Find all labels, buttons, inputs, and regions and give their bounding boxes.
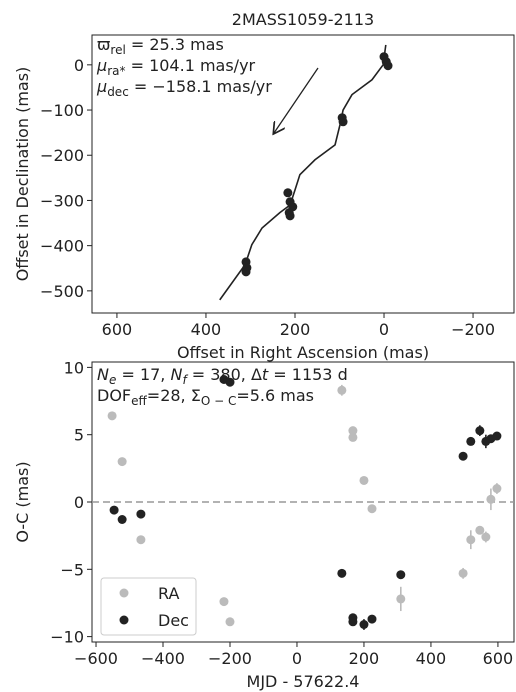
y-tick-label: −10 xyxy=(50,628,84,647)
x-tick-label: 600 xyxy=(102,320,133,339)
x-tick-label: 200 xyxy=(280,320,311,339)
y-tick-label: −200 xyxy=(40,146,84,165)
y-tick-label: −5 xyxy=(60,560,84,579)
y-tick-label: −100 xyxy=(40,101,84,120)
y-tick-label: 10 xyxy=(64,358,84,377)
data-point xyxy=(136,509,146,519)
annotation-part: t xyxy=(262,365,269,384)
data-point xyxy=(107,411,117,421)
parallax-curve xyxy=(219,44,387,301)
y-tick-label: −500 xyxy=(40,282,84,301)
data-point xyxy=(337,385,347,395)
data-point xyxy=(348,426,358,436)
data-point xyxy=(367,614,377,624)
annotation-part: f xyxy=(182,373,188,387)
data-point xyxy=(466,436,476,446)
plot-frame xyxy=(91,34,515,314)
x-tick-label: 200 xyxy=(349,649,380,668)
y-tick-label: −400 xyxy=(40,237,84,256)
x-tick-label: 0 xyxy=(379,320,389,339)
annotation-part: e xyxy=(109,373,116,387)
chart-title: 2MASS1059-2113 xyxy=(232,10,374,29)
annotation: μra* = 104.1 mas/yr xyxy=(96,56,256,78)
data-point xyxy=(492,484,502,494)
annotation-part: = 380, Δ xyxy=(187,365,262,384)
data-point xyxy=(367,504,377,514)
y-tick-label: 0 xyxy=(74,56,84,75)
data-point xyxy=(458,451,468,461)
annotation-part: = 1153 d xyxy=(268,365,348,384)
data-point xyxy=(283,188,293,198)
annotation-part: =5.6 mas xyxy=(236,386,314,405)
data-point xyxy=(348,617,358,627)
data-point xyxy=(475,525,485,535)
x-axis-label: MJD - 57622.4 xyxy=(247,672,360,691)
y-tick-label: 5 xyxy=(74,426,84,445)
data-point xyxy=(486,494,496,504)
data-point xyxy=(337,568,347,578)
data-point xyxy=(481,532,491,542)
annotation-part: DOF xyxy=(97,386,131,405)
data-point xyxy=(225,617,235,627)
x-tick-label: 400 xyxy=(416,649,447,668)
x-tick-label: −600 xyxy=(74,649,118,668)
annotation: ϖrel = 25.3 mas xyxy=(97,35,224,57)
x-axis-label: Offset in Right Ascension (mas) xyxy=(177,343,429,362)
annotation: DOFeff=28, ΣO − C=5.6 mas xyxy=(97,386,314,408)
proper-motion-arrow xyxy=(274,67,319,133)
data-point xyxy=(359,475,369,485)
x-tick-label: −200 xyxy=(451,320,495,339)
data-point xyxy=(396,594,406,604)
data-point xyxy=(241,267,251,277)
data-point xyxy=(225,377,235,387)
y-axis-label: Offset in Declination (mas) xyxy=(13,67,32,282)
annotation-part: μ xyxy=(96,56,107,75)
data-point xyxy=(285,211,295,221)
data-point xyxy=(458,568,468,578)
data-point xyxy=(396,570,406,580)
legend-marker xyxy=(119,615,129,625)
annotation-part: N xyxy=(97,365,109,384)
y-tick-label: 0 xyxy=(74,493,84,512)
annotation: Ne = 17, Nf = 380, Δt = 1153 d xyxy=(97,365,348,387)
data-point xyxy=(117,515,127,524)
data-point xyxy=(466,535,476,545)
data-point xyxy=(136,535,146,545)
legend-marker xyxy=(119,588,129,598)
x-tick-label: 600 xyxy=(483,649,514,668)
annotation-part: ra* xyxy=(107,64,125,78)
y-axis-label: O-C (mas) xyxy=(13,461,32,542)
legend-label: Dec xyxy=(158,611,189,630)
annotation-part: = 104.1 mas/yr xyxy=(125,56,255,75)
data-point xyxy=(492,431,502,441)
y-tick-label: −300 xyxy=(40,191,84,210)
annotation-part: N xyxy=(170,365,182,384)
annotation: μdec = −158.1 mas/yr xyxy=(96,77,272,99)
annotation-part: = −158.1 mas/yr xyxy=(129,77,272,96)
annotation-part: rel xyxy=(110,43,125,57)
annotation-part: μ xyxy=(96,77,107,96)
annotation-part: eff xyxy=(131,394,147,408)
data-point xyxy=(348,432,358,442)
x-tick-label: −200 xyxy=(208,649,252,668)
annotation-part: ϖ xyxy=(97,35,110,54)
annotation-part: dec xyxy=(107,85,129,99)
x-tick-label: −400 xyxy=(141,649,185,668)
annotation-part: = 17, xyxy=(116,365,170,384)
data-point xyxy=(383,61,393,71)
annotation-part: =28, Σ xyxy=(147,386,201,405)
data-point xyxy=(359,620,369,629)
data-point xyxy=(109,505,119,515)
annotation-part: = 25.3 mas xyxy=(126,35,224,54)
x-tick-label: 400 xyxy=(191,320,222,339)
data-point xyxy=(117,457,127,467)
x-tick-label: 0 xyxy=(292,649,302,668)
data-point xyxy=(338,117,348,127)
data-point xyxy=(219,597,229,607)
annotation-part: O − C xyxy=(201,394,237,408)
legend-label: RA xyxy=(158,584,179,603)
data-point xyxy=(475,426,485,436)
